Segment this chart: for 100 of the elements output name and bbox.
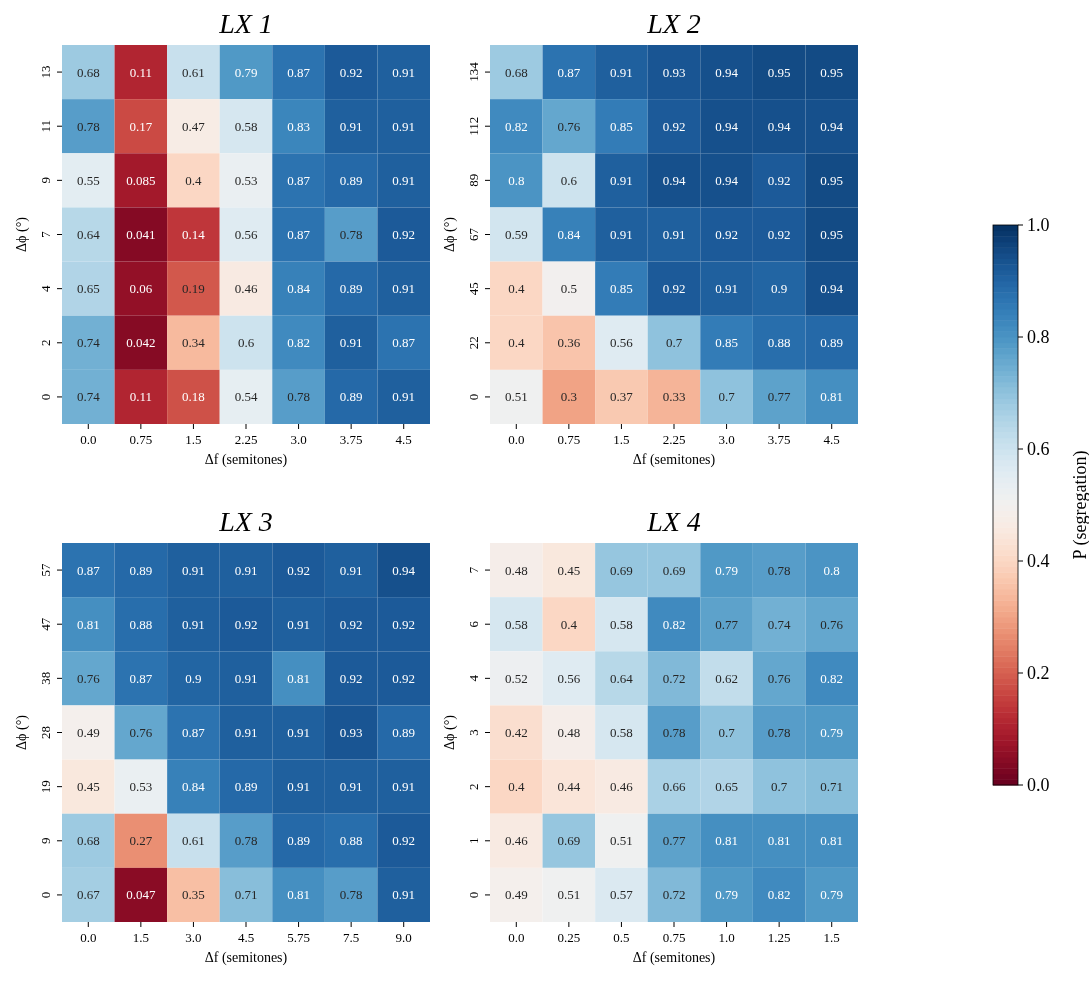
data-label: 0.95 [820,227,844,243]
y-tick-label: 19 [38,780,53,794]
data-label: 0.82 [767,887,791,903]
y-tick-label: 112 [466,116,481,136]
data-label: 0.88 [339,833,363,849]
data-label: 0.89 [234,779,258,795]
data-label: 0.91 [339,779,363,795]
data-label: 0.36 [557,335,581,351]
data-label: 0.047 [126,887,156,903]
data-label: 0.041 [126,227,156,243]
data-label: 0.78 [767,725,791,741]
color-bar-label: 0.6 [1027,439,1050,460]
data-label: 0.91 [234,562,258,578]
y-tick-label: 45 [466,282,481,296]
data-label: 0.77 [715,616,739,632]
data-label: 0.94 [767,118,792,134]
data-label: 0.81 [820,389,844,405]
data-label: 0.88 [767,335,791,351]
data-label: 0.82 [820,670,844,686]
data-label: 0.49 [504,887,528,903]
data-label: 0.94 [662,172,686,188]
data-label: 0.49 [76,725,100,741]
data-label: 0.94 [820,281,844,297]
data-label: 0.19 [182,281,205,297]
data-label: 0.91 [234,725,258,741]
data-label: 0.81 [767,833,791,849]
data-label: 0.94 [715,118,739,134]
data-label: 0.87 [287,227,311,243]
data-label: 0.64 [610,670,634,686]
y-tick-label: 0 [38,393,53,401]
data-label: 0.81 [715,833,738,849]
data-label: 0.66 [662,779,686,795]
data-label: 0.87 [182,725,206,741]
data-label: 0.91 [610,64,633,80]
data-label: 0.82 [662,616,686,632]
data-label: 0.59 [504,227,528,243]
color-bar-label: 1.0 [1027,215,1050,236]
x-tick-label: 2.25 [662,432,686,447]
data-label: 0.95 [767,64,791,80]
y-tick-label: 0 [466,891,481,899]
data-label: 0.91 [287,779,310,795]
data-label: 0.042 [126,335,156,351]
data-label: 0.9 [771,281,788,297]
data-label: 0.81 [76,616,100,632]
y-tick-label: 2 [38,339,53,347]
chart-title: LX 4 [646,506,701,537]
data-label: 0.69 [662,562,686,578]
data-label: 0.91 [392,118,416,134]
data-label: 0.56 [557,670,581,686]
x-tick-label: 1.5 [823,930,840,945]
data-label: 0.4 [508,335,525,351]
x-tick-label: 1.5 [185,432,202,447]
data-label: 0.89 [287,833,310,849]
x-tick-label: 2.25 [234,432,258,447]
data-label: 0.79 [820,887,844,903]
data-label: 0.79 [715,562,738,578]
data-label: 0.47 [182,118,206,134]
x-tick-label: 1.0 [718,930,735,945]
x-tick-label: 0.75 [129,432,153,447]
data-label: 0.48 [557,725,581,741]
data-label: 0.91 [339,562,363,578]
y-tick-label: 6 [466,620,481,628]
data-label: 0.33 [662,389,686,405]
data-label: 0.91 [392,281,416,297]
x-tick-label: 3.75 [339,432,363,447]
x-axis-title: Δf (semitones) [632,452,716,468]
data-label: 0.7 [771,779,788,795]
x-tick-label: 1.5 [132,930,149,945]
data-label: 0.92 [715,227,738,243]
data-label: 0.81 [287,887,310,903]
x-tick-label: 0.75 [662,930,686,945]
data-label: 0.91 [392,64,416,80]
x-tick-label: 3.0 [185,930,202,945]
data-label: 0.74 [767,616,792,632]
data-label: 0.5 [560,281,577,297]
x-tick-label: 0.0 [80,930,97,945]
x-tick-label: 1.25 [767,930,791,945]
y-axis-title: Δϕ (°) [14,714,30,750]
data-label: 0.58 [234,118,258,134]
data-label: 0.84 [557,227,581,243]
data-label: 0.88 [129,616,153,632]
data-label: 0.68 [76,833,100,849]
data-label: 0.69 [610,562,633,578]
data-label: 0.85 [715,335,738,351]
x-tick-label: 0.0 [508,930,525,945]
x-tick-label: 0.25 [557,930,581,945]
y-tick-label: 47 [38,617,53,631]
data-label: 0.11 [129,389,152,405]
data-label: 0.91 [610,172,633,188]
data-label: 0.4 [185,172,203,188]
data-label: 0.48 [504,562,528,578]
x-tick-label: 9.0 [395,930,412,945]
data-label: 0.18 [182,389,205,405]
data-label: 0.6 [237,335,255,351]
y-tick-label: 3 [466,729,481,736]
data-label: 0.91 [182,562,205,578]
data-label: 0.78 [339,227,363,243]
data-label: 0.91 [287,725,310,741]
data-label: 0.89 [339,389,363,405]
data-label: 0.92 [339,670,363,686]
